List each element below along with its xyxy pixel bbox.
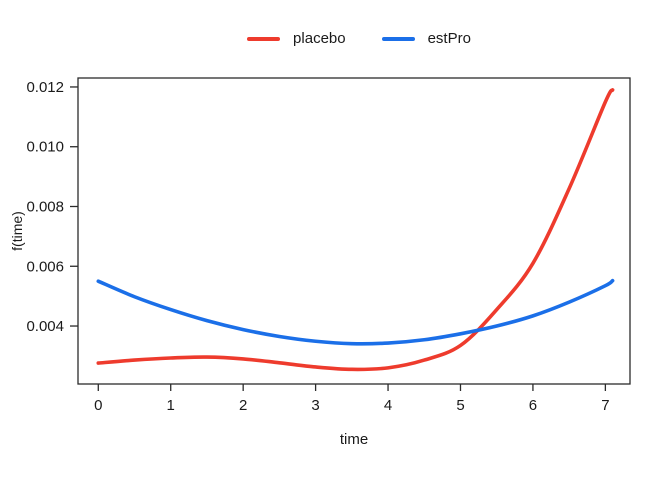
series-line-estPro (96, 278, 615, 346)
placebo-line-swatch (247, 36, 281, 41)
x-tick-label: 7 (601, 397, 609, 414)
x-tick-label: 1 (167, 397, 175, 414)
y-tick-label: 0.010 (26, 139, 64, 156)
legend-label-placebo: placebo (293, 30, 346, 47)
legend-entry-placebo: placebo (247, 30, 346, 47)
x-axis-title: time (339, 431, 369, 448)
x-tick-label: 3 (311, 397, 319, 414)
x-tick-label: 6 (529, 397, 537, 414)
plot-box (77, 77, 631, 385)
y-tick-label: 0.006 (26, 258, 64, 275)
x-tick-label: 2 (239, 397, 247, 414)
legend-entry-estpro: estPro (381, 30, 471, 47)
y-axis-title: f(time) (9, 211, 25, 251)
x-tick-label: 5 (456, 397, 464, 414)
y-tick-label: 0.008 (26, 198, 64, 215)
estpro-line-swatch (381, 36, 415, 41)
legend-label-estpro: estPro (427, 30, 471, 47)
y-tick-label: 0.012 (26, 79, 64, 96)
x-tick-label: 0 (94, 397, 102, 414)
legend: placebo estPro (0, 30, 672, 47)
x-tick-label: 4 (384, 397, 392, 414)
y-tick-label: 0.004 (26, 318, 64, 335)
series-line-placebo (96, 88, 615, 372)
